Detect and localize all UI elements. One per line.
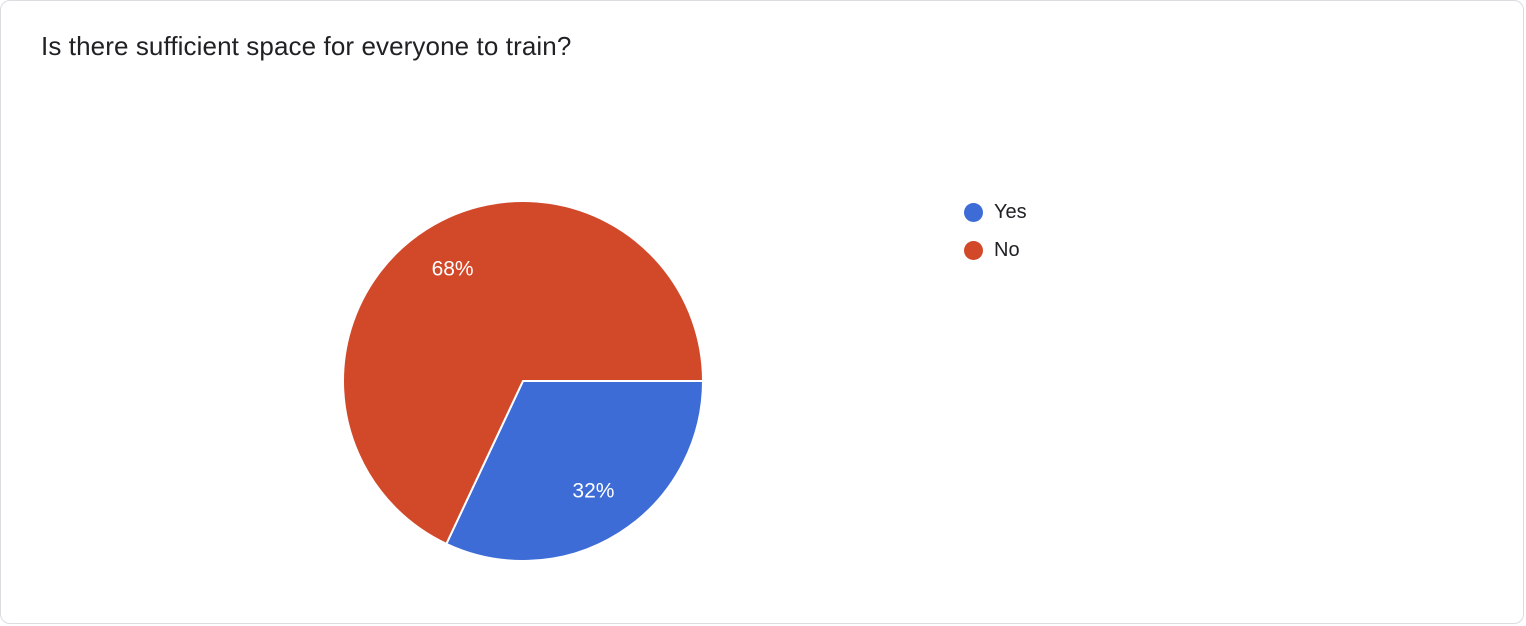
legend-swatch-yes-icon xyxy=(964,203,983,222)
pie-slice-value-label: 68% xyxy=(432,258,474,281)
pie-chart: 32% 68% xyxy=(342,200,704,562)
legend-item-yes: Yes xyxy=(964,200,1027,225)
legend-label-yes: Yes xyxy=(994,201,1027,223)
question-title: Is there sufficient space for everyone t… xyxy=(41,31,572,61)
legend-swatch-no-icon xyxy=(964,241,983,260)
chart-legend: Yes No xyxy=(964,200,1027,276)
legend-label-no: No xyxy=(994,239,1020,261)
pie-slice-value-label: 32% xyxy=(572,479,614,502)
pie-slice-yes xyxy=(445,380,704,562)
pie-slice-no xyxy=(342,200,704,545)
legend-item-no: No xyxy=(964,238,1027,263)
